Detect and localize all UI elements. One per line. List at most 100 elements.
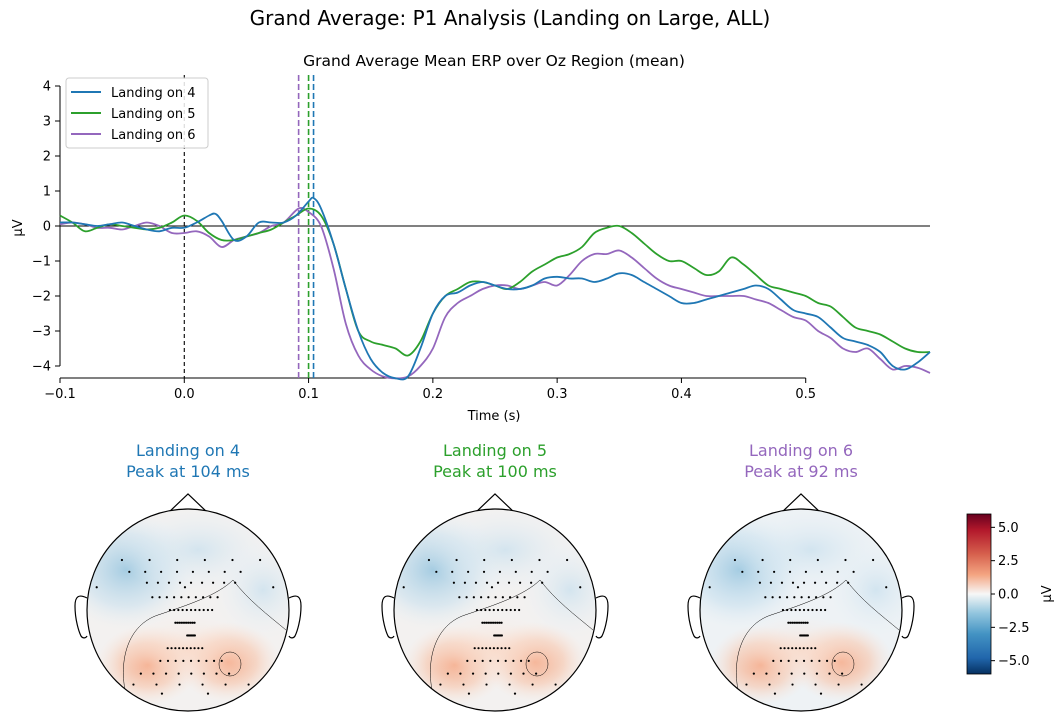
sensor-dot <box>802 659 806 663</box>
y-tick-label: −2 <box>32 290 51 305</box>
sensor-dot <box>482 570 486 573</box>
sensor-dot <box>822 596 825 599</box>
sensor-dot <box>852 570 855 573</box>
sensor-dot <box>496 581 500 584</box>
x-axis-label: Time (s) <box>467 409 521 424</box>
sensor-dot <box>485 621 488 624</box>
sensor-dot <box>178 647 181 650</box>
sensor-dot <box>836 570 839 573</box>
sensor-dot <box>216 596 219 599</box>
sensor-dot <box>485 581 489 584</box>
sensor-dot <box>427 558 431 562</box>
sensor-dot <box>211 581 215 584</box>
sensor-dot <box>769 581 773 584</box>
sensor-dot <box>783 647 786 650</box>
sensor-dot <box>181 608 184 612</box>
sensor-dot <box>231 558 234 562</box>
sensor-dot <box>806 621 809 624</box>
sensor-dot <box>800 596 803 599</box>
sensor-dot <box>841 672 844 675</box>
sensor-dot <box>787 621 790 624</box>
topomap-field <box>87 509 289 711</box>
sensor-dot <box>474 581 478 584</box>
colorbar-tick-label: −5.0 <box>998 654 1030 669</box>
sensor-dot <box>802 621 805 624</box>
sensor-dot <box>518 581 522 584</box>
topomap-panel-5: Landing on 5 Peak at 100 ms <box>381 441 609 712</box>
sensor-dot <box>509 672 512 675</box>
series-line-landing-on-5 <box>59 207 931 357</box>
head-right-ear <box>288 595 302 639</box>
x-tick-label: 0.2 <box>423 387 444 402</box>
head-right-ear <box>595 595 609 639</box>
sensor-dot <box>492 608 495 612</box>
sensor-dot <box>185 608 188 612</box>
sensor-dot <box>174 647 177 650</box>
sensor-dot <box>239 570 242 573</box>
sensor-dot <box>803 672 806 675</box>
sensor-dot <box>455 558 458 562</box>
x-tick-label: 0.1 <box>298 387 319 402</box>
sensor-dot <box>128 570 131 573</box>
topomap-peak-label: Peak at 92 ms <box>744 462 858 481</box>
sensor-dot <box>446 672 449 675</box>
sensor-dot <box>844 558 847 562</box>
contour-line <box>123 579 287 696</box>
sensor-dot <box>439 683 442 686</box>
head-nose <box>474 493 516 514</box>
sensor-dot <box>500 621 503 624</box>
y-tick-label: −3 <box>32 325 51 340</box>
sensor-dot <box>787 659 790 663</box>
sensor-dot <box>177 672 180 675</box>
sensor-dot <box>510 558 513 562</box>
sensor-dot <box>788 570 792 573</box>
sensor-dot <box>860 683 863 686</box>
sensor-dot <box>814 683 817 686</box>
sensor-dot <box>183 621 187 624</box>
sensor-dot <box>155 683 158 686</box>
sensor-dot <box>522 672 525 675</box>
sensor-dot <box>209 596 212 599</box>
sensor-dot <box>189 659 193 663</box>
head-left-ear <box>74 595 88 639</box>
sensor-dot <box>421 692 424 695</box>
sensor-dot <box>811 608 814 612</box>
sensor-dot <box>813 581 817 584</box>
sensor-dot <box>488 608 491 612</box>
head-left-ear <box>381 595 395 639</box>
topomap-condition-label: Landing on 6 <box>749 441 853 460</box>
sensor-dot <box>475 608 479 612</box>
colorbar-label: µV <box>1040 585 1055 602</box>
sensor-dot <box>451 570 454 573</box>
sensor-dot <box>779 659 783 663</box>
sensor-dot <box>259 558 262 562</box>
sensor-dot <box>201 683 204 686</box>
y-axis-label: µV <box>11 219 26 236</box>
sensor-dot <box>483 621 486 624</box>
sensor-dot <box>497 672 500 675</box>
sensor-dot <box>193 647 196 650</box>
sensor-dot <box>205 659 208 663</box>
sensor-dot <box>791 683 794 686</box>
sensor-dot <box>814 647 817 650</box>
sensor-dot <box>480 608 483 612</box>
sensor-dot <box>810 659 813 663</box>
sensor-dot <box>272 586 275 589</box>
sensor-dot <box>781 608 785 612</box>
sensor-dot <box>481 659 484 663</box>
sensor-dot <box>501 596 504 599</box>
series-line-landing-on-4 <box>59 196 931 381</box>
sensor-dot <box>818 659 821 663</box>
sensor-dot <box>509 608 512 612</box>
sensor-dot <box>488 621 492 624</box>
sensor-dot <box>178 683 181 686</box>
sensor-dot <box>492 621 495 624</box>
sensor-dot <box>806 634 809 637</box>
sensor-dot <box>794 621 798 624</box>
sensor-dot <box>787 647 790 650</box>
sensor-dot <box>833 659 836 663</box>
sensor-dot <box>148 558 151 562</box>
sensor-dot <box>500 647 503 650</box>
legend-label-landing-6: Landing on 6 <box>111 128 196 143</box>
sensor-dot <box>798 621 801 624</box>
